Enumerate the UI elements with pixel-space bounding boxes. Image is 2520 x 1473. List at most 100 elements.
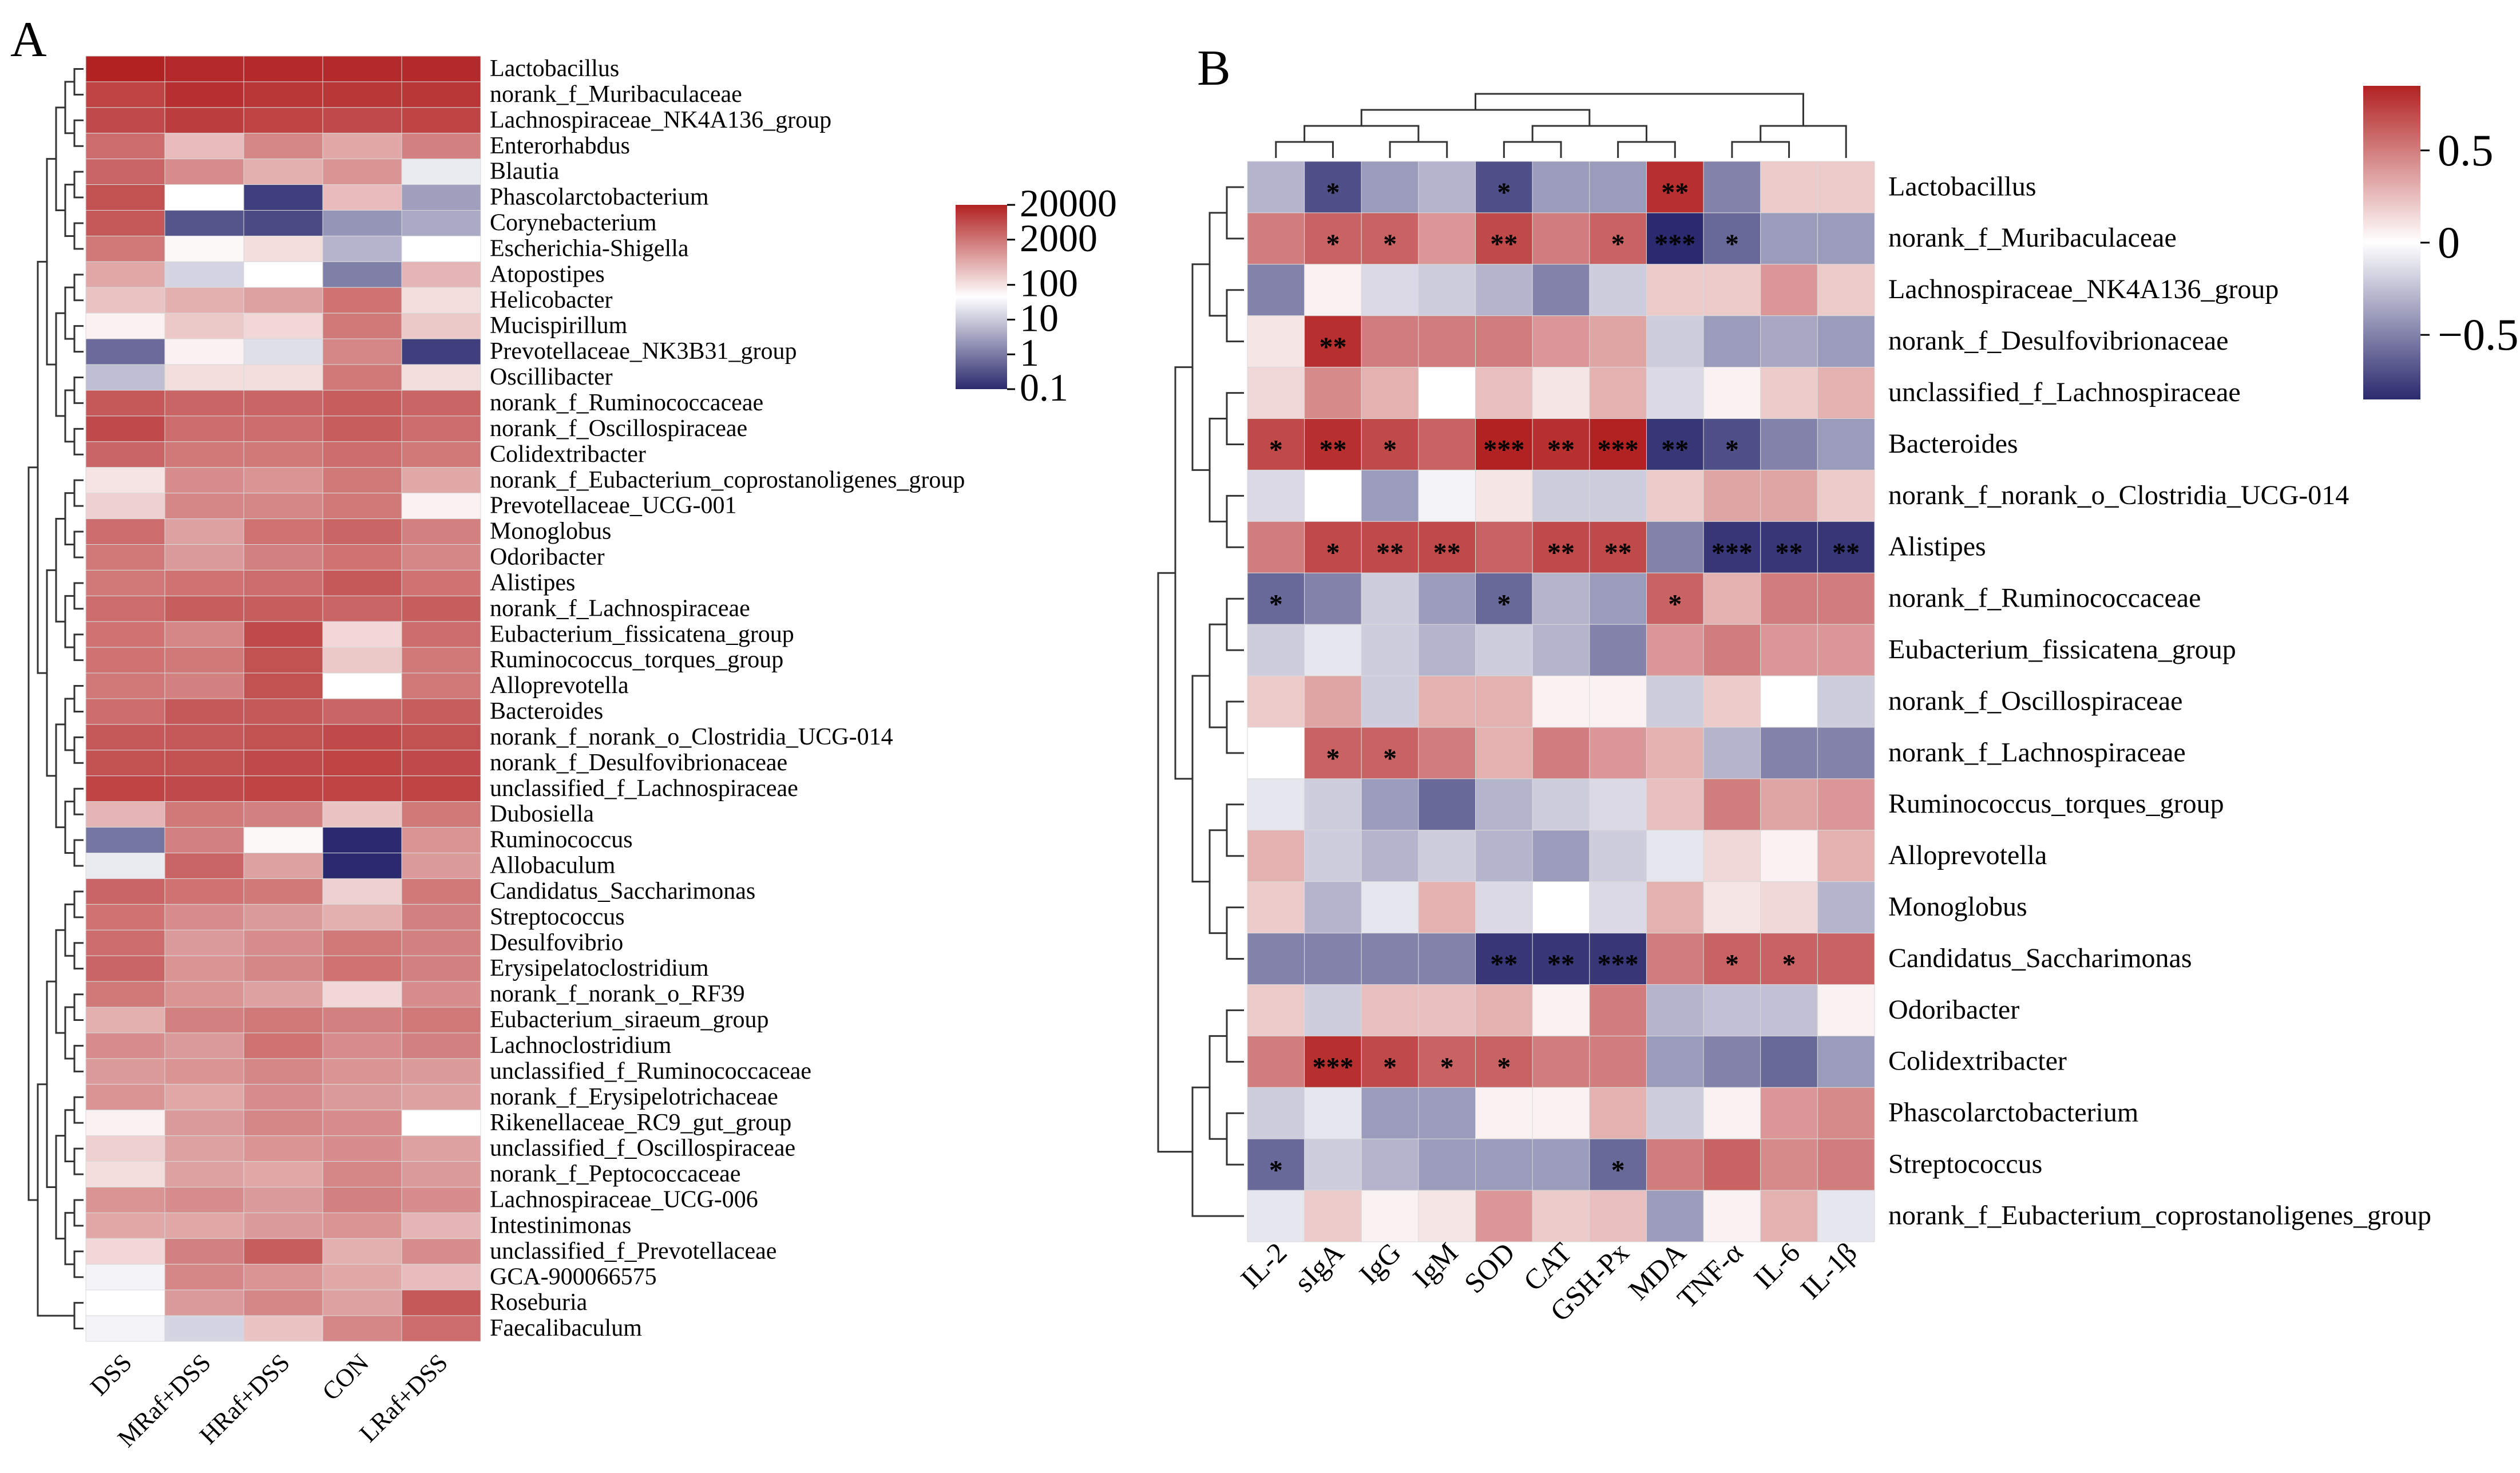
heatmap-cell <box>401 1032 481 1059</box>
heatmap-cell <box>164 235 244 262</box>
dendrogram-branch <box>73 119 84 147</box>
correlation-cell <box>1418 778 1476 831</box>
dendrogram-branch <box>1226 1112 1244 1166</box>
row-label-norank-f-eubacterium-coprostanoligenes-group: norank_f_Eubacterium_coprostanoligenes_g… <box>490 467 965 493</box>
row-label-bacteroides: Bacteroides <box>1888 429 2018 459</box>
heatmap-cell <box>322 415 402 442</box>
heatmap-cell <box>401 724 481 751</box>
correlation-cell <box>1703 1138 1761 1191</box>
heatmap-cell <box>401 415 481 442</box>
correlation-cell <box>1589 984 1647 1036</box>
heatmap-cell <box>85 107 165 134</box>
dendrogram-branch <box>64 1211 74 1265</box>
correlation-cell <box>1532 933 1590 985</box>
correlation-cell <box>1646 1087 1704 1139</box>
row-label-norank-f-muribaculaceae: norank_f_Muribaculaceae <box>1888 223 2177 253</box>
legend-tick-label: 0.5 <box>2438 125 2494 175</box>
correlation-cell <box>1817 212 1875 265</box>
heatmap-cell <box>85 698 165 725</box>
row-label-unclassified-f-oscillospiraceae: unclassified_f_Oscillospiraceae <box>490 1135 795 1162</box>
dendrogram-branch <box>37 260 47 674</box>
significance-star: * <box>1269 435 1283 465</box>
heatmap-cell <box>243 1110 323 1137</box>
row-label-lachnospiraceae-nk4a136-group: Lachnospiraceae_NK4A136_group <box>1888 274 2279 304</box>
correlation-cell <box>1475 469 1533 522</box>
heatmap-cell <box>85 1161 165 1187</box>
dendrogram-branch <box>73 582 84 610</box>
correlation-cell <box>1646 264 1704 316</box>
heatmap-cell <box>164 775 244 802</box>
dendrogram-branch <box>64 698 74 751</box>
heatmap-cell <box>243 338 323 365</box>
correlation-cell <box>1475 367 1533 419</box>
correlation-cell <box>1418 264 1476 316</box>
heatmap-cell <box>322 1007 402 1034</box>
correlation-cell <box>1304 675 1362 728</box>
heatmap-cell <box>401 827 481 854</box>
correlation-cell <box>1418 1190 1476 1242</box>
panel-b-heatmap <box>1247 161 1875 1242</box>
heatmap-cell <box>322 647 402 674</box>
row-label-rikenellaceae-rc9-gut-group: Rikenellaceae_RC9_gut_group <box>490 1110 791 1136</box>
heatmap-cell <box>85 1135 165 1162</box>
heatmap-cell <box>243 621 323 648</box>
correlation-cell <box>1418 1138 1476 1191</box>
heatmap-cell <box>164 801 244 828</box>
heatmap-cell <box>243 210 323 236</box>
dendrogram-branch <box>64 286 74 340</box>
row-label-phascolarctobacterium: Phascolarctobacterium <box>490 184 709 211</box>
heatmap-cell <box>164 1289 244 1316</box>
correlation-cell <box>1589 418 1647 470</box>
correlation-cell <box>1817 315 1875 368</box>
dendrogram-branch <box>1226 906 1244 960</box>
dendrogram-branch <box>64 1006 74 1060</box>
correlation-cell <box>1475 881 1533 934</box>
heatmap-cell <box>401 441 481 468</box>
heatmap-cell <box>401 518 481 545</box>
heatmap-cell <box>164 1264 244 1290</box>
heatmap-cell <box>85 1084 165 1111</box>
dendrogram-branch <box>73 479 84 507</box>
heatmap-cell <box>164 750 244 777</box>
correlation-cell <box>1304 264 1362 316</box>
dendrogram-branch <box>1226 392 1244 445</box>
correlation-cell <box>1589 830 1647 882</box>
heatmap-cell <box>322 929 402 956</box>
heatmap-cell <box>243 724 323 751</box>
heatmap-cell <box>243 775 323 802</box>
heatmap-cell <box>243 1238 323 1265</box>
heatmap-cell <box>243 364 323 391</box>
panel-a-row-dendrogram <box>27 68 84 1330</box>
heatmap-cell <box>322 81 402 108</box>
significance-star: ** <box>1604 537 1632 568</box>
dendrogram-branch <box>1209 418 1227 522</box>
heatmap-cell <box>322 775 402 802</box>
row-label-norank-f-lachnospiraceae: norank_f_Lachnospiraceae <box>490 595 750 621</box>
heatmap-cell <box>243 595 323 622</box>
correlation-cell <box>1361 1190 1419 1242</box>
row-label-candidatus-saccharimonas: Candidatus_Saccharimonas <box>1888 943 2192 973</box>
dendrogram-branch <box>73 68 84 96</box>
row-label-eubacterium-siraeum-group: Eubacterium_siraeum_group <box>490 1007 769 1033</box>
correlation-cell <box>1418 830 1476 882</box>
heatmap-cell <box>85 1186 165 1213</box>
correlation-cell <box>1646 572 1704 625</box>
heatmap-cell <box>164 261 244 288</box>
correlation-cell <box>1361 469 1419 522</box>
heatmap-cell <box>85 364 165 391</box>
heatmap-cell <box>322 390 402 417</box>
correlation-cell <box>1817 469 1875 522</box>
correlation-cell <box>1475 675 1533 728</box>
significance-star: * <box>1497 1052 1511 1083</box>
heatmap-cell <box>322 159 402 185</box>
correlation-cell <box>1646 315 1704 368</box>
correlation-cell <box>1817 264 1875 316</box>
dendrogram-branch <box>1303 125 1420 142</box>
heatmap-cell <box>401 1135 481 1162</box>
heatmap-cell <box>85 955 165 982</box>
heatmap-cell <box>243 1212 323 1239</box>
heatmap-cell <box>401 929 481 956</box>
correlation-cell <box>1760 675 1818 728</box>
heatmap-cell <box>85 1007 165 1034</box>
